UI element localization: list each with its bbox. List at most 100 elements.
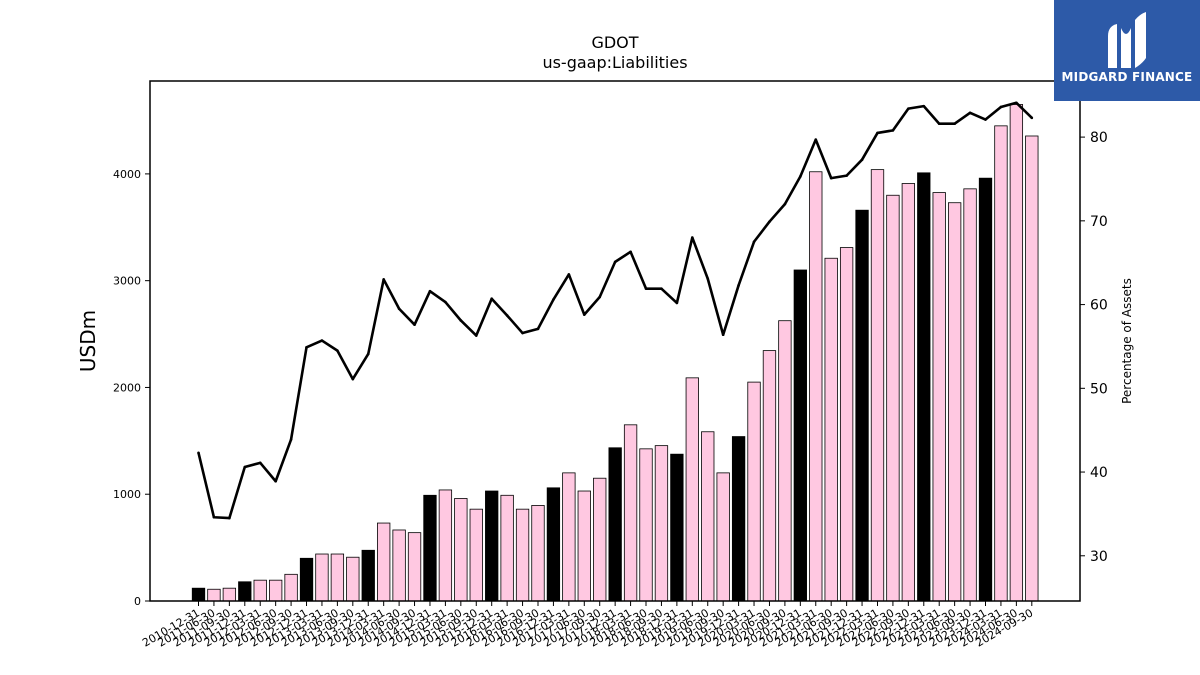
y-tick-label: 4000 xyxy=(113,168,141,181)
bar xyxy=(886,194,900,602)
x-axis-ticks: 2010-12-312011-06-302011-09-302011-12-31… xyxy=(140,601,1035,650)
bar xyxy=(392,529,406,602)
line-point xyxy=(613,260,617,264)
y2-axis-ticks: 30 40 50 60 70 80 xyxy=(1080,130,1108,565)
line-point xyxy=(860,158,864,162)
line-point xyxy=(829,176,833,180)
line-point xyxy=(320,339,324,342)
line-point xyxy=(305,345,308,349)
bar xyxy=(222,587,237,602)
line-point xyxy=(768,220,771,223)
line-point xyxy=(629,250,632,254)
line-point xyxy=(783,202,787,206)
midgard-finance-logo: MIDGARD FINANCE xyxy=(1054,0,1200,101)
bar xyxy=(731,436,746,602)
line-point xyxy=(536,327,540,331)
bar xyxy=(778,320,792,602)
bar xyxy=(593,477,607,602)
line-point xyxy=(336,349,339,352)
line-point xyxy=(845,174,848,177)
bar xyxy=(315,553,329,602)
bar xyxy=(901,183,915,602)
y2-tick-label: 50 xyxy=(1090,381,1108,397)
bar xyxy=(716,472,730,602)
y-tick-label: 3000 xyxy=(113,275,141,288)
bar xyxy=(346,556,360,602)
bar xyxy=(299,557,314,602)
bar xyxy=(377,522,391,602)
line-point xyxy=(274,479,277,483)
line-point xyxy=(968,111,972,115)
line-point xyxy=(706,277,710,280)
bar xyxy=(238,581,252,602)
bar xyxy=(824,257,838,602)
bar xyxy=(577,490,591,602)
bar xyxy=(809,171,823,602)
line-point xyxy=(366,352,370,356)
bar xyxy=(485,490,499,602)
bar xyxy=(762,350,777,602)
bar xyxy=(361,549,375,602)
line-point xyxy=(999,105,1003,109)
y2-tick-label: 60 xyxy=(1090,298,1108,314)
bar xyxy=(654,445,669,602)
bar xyxy=(500,494,514,602)
bar xyxy=(608,447,622,602)
y-tick-label: 1000 xyxy=(113,488,141,501)
line-point xyxy=(598,295,602,299)
bar xyxy=(917,172,931,602)
bar xyxy=(1009,104,1024,602)
line-point xyxy=(953,122,956,126)
line-point xyxy=(752,240,756,244)
y-tick-label: 2000 xyxy=(113,381,141,394)
y-axis-ticks: 0 1000 2000 3000 4000 xyxy=(113,168,150,608)
bar xyxy=(191,587,206,602)
bar xyxy=(423,494,437,602)
line-point xyxy=(582,313,586,316)
bar xyxy=(639,448,653,602)
bar xyxy=(947,202,962,602)
chart-title: GDOT xyxy=(591,33,638,52)
bar-series xyxy=(191,104,1039,602)
line-point xyxy=(691,236,694,239)
line-point xyxy=(814,138,818,141)
line-point xyxy=(444,300,447,304)
line-point xyxy=(644,287,648,290)
line-point xyxy=(428,289,432,293)
line-point xyxy=(675,301,679,305)
line-point xyxy=(660,287,663,290)
bar xyxy=(701,431,715,602)
bar xyxy=(855,209,869,602)
y2-axis-label: Percentage of Assets xyxy=(1120,278,1134,404)
y-tick-label: 0 xyxy=(134,595,141,608)
bar xyxy=(469,508,483,602)
y2-tick-label: 80 xyxy=(1090,130,1108,146)
line-point xyxy=(397,307,401,311)
midgard-logo-icon xyxy=(1108,12,1146,68)
line-point xyxy=(721,333,725,337)
bar xyxy=(330,553,345,602)
line-point xyxy=(552,298,555,301)
bar xyxy=(978,177,993,602)
line-point xyxy=(382,278,385,281)
bar xyxy=(562,472,576,602)
bar xyxy=(407,532,422,602)
bar xyxy=(839,247,854,602)
bar xyxy=(531,505,545,602)
bar xyxy=(870,169,885,602)
line-point xyxy=(413,323,416,326)
line-point xyxy=(459,319,463,322)
y-axis-label: USDm xyxy=(76,310,100,372)
bar xyxy=(994,125,1008,602)
bar xyxy=(269,579,283,602)
y2-tick-label: 40 xyxy=(1090,465,1108,481)
line-point xyxy=(197,451,200,455)
bar xyxy=(438,489,453,602)
line-point xyxy=(474,334,478,337)
bar xyxy=(253,579,267,602)
line-point xyxy=(876,131,879,135)
logo-text: MIDGARD FINANCE xyxy=(1061,70,1193,84)
line-point xyxy=(521,331,524,335)
bar xyxy=(623,424,638,602)
